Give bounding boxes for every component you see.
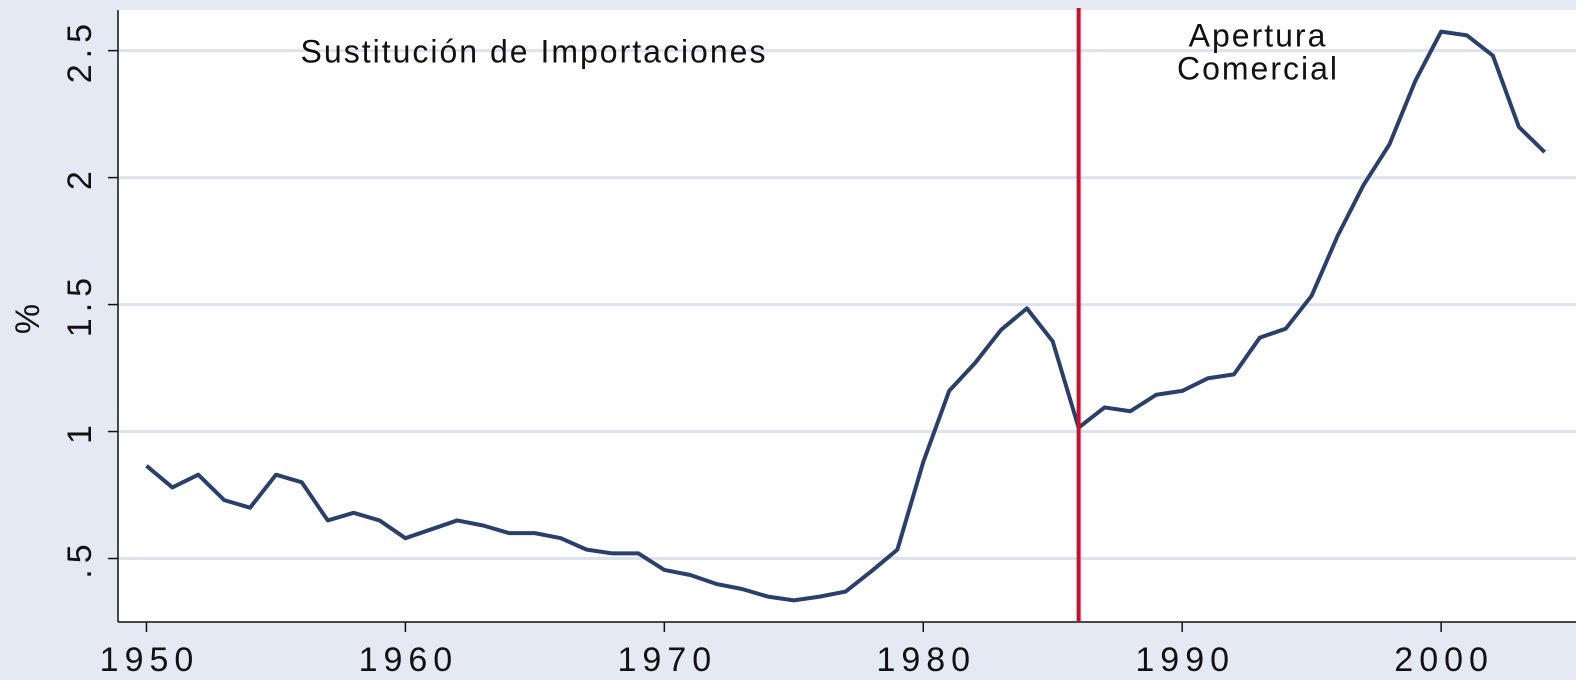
x-tick-label: 2000 [1394, 641, 1494, 679]
annotation: Sustitución de Importaciones [301, 33, 768, 69]
y-tick-label: 1.5 [61, 272, 99, 337]
data-line [145, 29, 1547, 603]
y-tick-label: 2 [61, 165, 99, 190]
annotation: Apertura [1189, 17, 1328, 53]
y-axis-label: % [9, 298, 47, 334]
x-tick-label: 1970 [618, 641, 718, 679]
annotation: Comercial [1177, 50, 1339, 86]
y-tick-label: .5 [61, 538, 99, 578]
x-tick-label: 1980 [876, 641, 976, 679]
x-tick-label: 1950 [100, 641, 200, 679]
x-tick-label: 1990 [1135, 641, 1235, 679]
x-tick-label: 1960 [359, 641, 459, 679]
y-tick-label: 2.5 [61, 18, 99, 83]
y-tick-label: 1 [61, 419, 99, 444]
plot-area [118, 10, 1576, 622]
